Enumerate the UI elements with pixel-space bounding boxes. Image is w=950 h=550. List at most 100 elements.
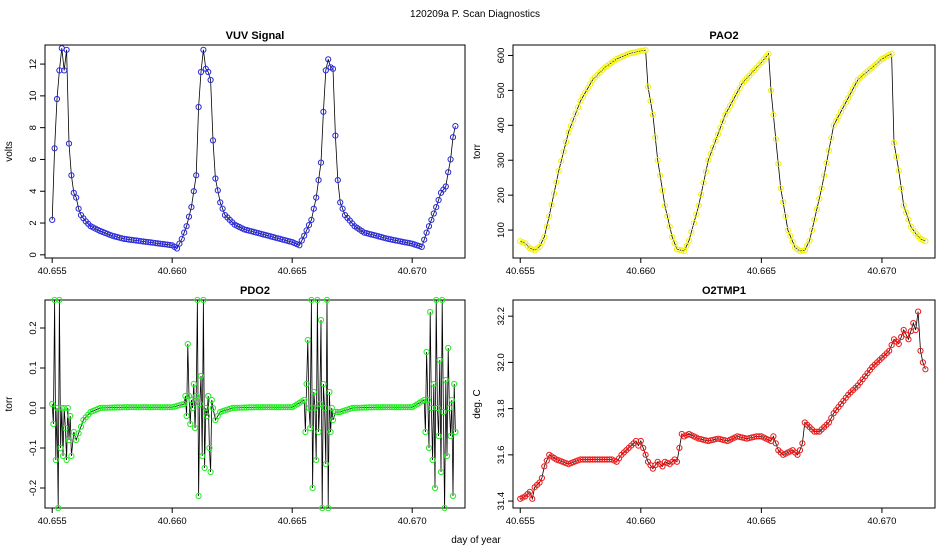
data-point [202,404,209,412]
data-point [209,404,217,412]
data-point [669,233,676,241]
data-point [449,492,457,500]
data-point [900,202,907,209]
data-point [203,412,211,420]
data-point [418,243,425,250]
data-point [313,456,320,464]
data-point [712,137,719,144]
y-tick-label: 6 [28,157,39,162]
data-point [852,81,859,88]
data-point [275,404,282,411]
data-point [315,428,322,436]
x-tick-label: 40.665 [278,266,307,277]
data-point [196,400,203,408]
data-point [73,436,80,444]
data-point [447,432,454,440]
data-point [209,137,217,144]
data-point [543,457,550,464]
data-point [219,205,226,212]
data-point [427,308,434,316]
data-point [799,247,806,254]
data-point [560,148,567,155]
data-point [197,372,205,380]
data-point [555,167,562,174]
data-point [201,464,208,472]
data-point [176,240,183,247]
data-point [441,504,448,512]
data-point [284,404,291,411]
x-tick-label: 40.660 [626,516,655,527]
data-point [435,432,442,440]
data-point [325,504,332,512]
data-point [182,392,189,400]
x-tick-label: 40.655 [506,266,535,277]
y-tick-label: 12 [28,59,39,70]
data-point [424,396,431,404]
data-point [886,347,893,354]
data-point [446,404,453,412]
y-tick-label: 32.2 [496,307,507,326]
data-point [425,223,433,230]
data-point [310,388,317,396]
data-point [767,87,775,94]
data-point [183,223,190,230]
data-point [536,479,543,486]
data-point [322,460,329,468]
data-point [903,331,910,338]
plot-frame [44,44,466,259]
data-point [442,183,449,190]
data-point [301,396,308,404]
data-point [895,340,902,347]
data-point [765,50,772,57]
data-point [440,408,447,416]
data-point [430,210,437,217]
data-point [541,233,548,241]
y-tick-label: 0.2 [28,321,39,334]
data-point [395,404,402,411]
data-point [200,296,207,304]
data-point [386,404,393,411]
data-point [315,177,322,184]
panel-pdo2: PDO2 40.655 40.660 40.665 40.670 -0.2 -0.1 0.0 0… [4,285,466,527]
data-point [640,444,647,451]
x-tick-label: 40.660 [158,516,187,527]
data-point [178,235,185,242]
x-tick-label: 40.670 [398,516,427,527]
y-tick-label: 31.6 [496,446,507,465]
data-point [898,185,905,192]
data-point [277,404,285,411]
series-line [520,49,926,252]
data-point [305,404,313,412]
data-point [303,380,310,388]
data-point [375,404,382,411]
figure-title: 120209a P. Scan Diagnostics [410,9,540,20]
data-point [449,134,457,141]
data-point [400,404,407,411]
data-point [67,412,74,420]
data-point [538,238,546,245]
data-point [402,404,409,411]
data-point [905,336,912,343]
data-point [73,194,80,201]
data-point [717,124,724,131]
data-point [205,392,212,400]
y-tick-label: 8 [28,125,39,130]
data-point [280,404,287,411]
data-point [197,68,205,76]
data-point [431,484,439,492]
data-point [59,452,67,460]
data-point [825,419,833,426]
data-point [430,380,437,388]
data-point [319,504,326,512]
data-point [565,129,572,136]
series-markers [49,296,459,512]
data-point [818,185,825,192]
data-point [635,442,642,449]
data-point [320,380,327,388]
data-point [310,205,317,212]
data-point [65,140,73,147]
data-point [673,458,681,465]
data-point [391,404,398,411]
data-point [188,204,195,211]
